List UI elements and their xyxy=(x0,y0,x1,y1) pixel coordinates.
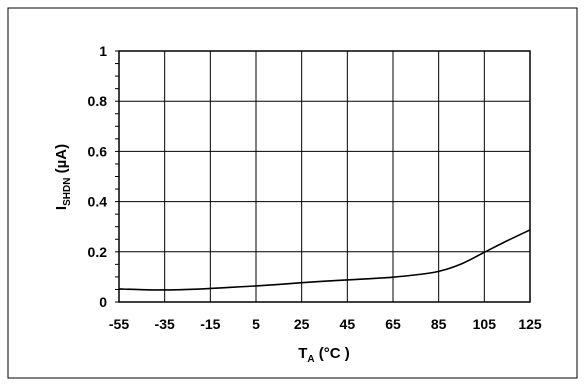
y-tick-label: 0.2 xyxy=(88,244,108,260)
x-axis-title-unit: (°C ) xyxy=(315,345,350,362)
y-tick-label: 0.6 xyxy=(88,143,108,159)
x-axis-tick-labels: -55 -35 -15 5 25 45 65 85 105 125 xyxy=(109,316,542,332)
x-tick-label: -35 xyxy=(155,316,175,332)
x-tick-label: 65 xyxy=(385,316,401,332)
y-tick-label: 0.8 xyxy=(88,93,108,109)
x-tick-label: 105 xyxy=(473,316,497,332)
x-axis-title: TA (°C ) xyxy=(298,345,350,365)
y-axis-title: ISHDN (µA) xyxy=(53,144,73,210)
series-group xyxy=(118,229,531,291)
y-tick-label: 0.4 xyxy=(88,194,108,210)
x-tick-label: 25 xyxy=(294,316,310,332)
x-tick-label: 45 xyxy=(340,316,356,332)
x-axis-title-subscript: A xyxy=(307,354,314,365)
y-axis-title-subscript: SHDN xyxy=(62,178,73,206)
y-axis-title-main: I xyxy=(53,206,70,210)
plot-area xyxy=(118,50,531,303)
x-tick-label: 5 xyxy=(252,316,260,332)
y-axis-title-unit: (µA) xyxy=(53,144,70,178)
chart-outer-frame xyxy=(7,7,578,379)
x-axis-title-main: T xyxy=(298,345,307,362)
x-tick-label: 125 xyxy=(518,316,542,332)
series-line-0 xyxy=(118,229,531,291)
x-tick-label: -15 xyxy=(200,316,220,332)
x-tick-label: 85 xyxy=(431,316,447,332)
x-tick-label: -55 xyxy=(109,316,129,332)
y-tick-label: 0 xyxy=(99,294,107,310)
y-axis-tick-labels: 0 0.2 0.4 0.6 0.8 1 xyxy=(88,43,108,310)
y-tick-label: 1 xyxy=(99,43,107,59)
